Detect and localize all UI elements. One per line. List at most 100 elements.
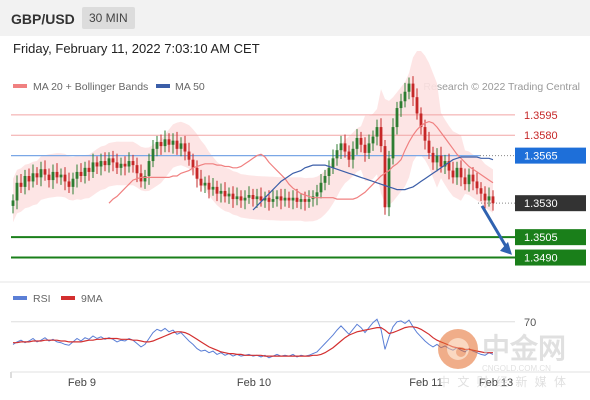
candle-body	[87, 167, 91, 172]
candle-body	[211, 186, 215, 190]
candle-body	[263, 197, 267, 201]
rsi-pane: 70	[11, 317, 536, 359]
candle-body	[71, 178, 75, 187]
pivot-label-box	[515, 147, 586, 164]
bollinger-band	[13, 51, 493, 223]
candle-body	[15, 182, 19, 201]
candle-body	[59, 174, 63, 178]
candle-body	[307, 199, 311, 202]
candle-body	[275, 196, 279, 200]
rsi-ma-line	[13, 326, 493, 357]
candle-body	[151, 148, 155, 162]
candle-body	[427, 140, 431, 153]
candle-body	[279, 196, 283, 201]
candle-body	[375, 127, 379, 137]
candle-body	[79, 171, 83, 176]
candle-body	[183, 143, 187, 152]
candle-body	[39, 169, 43, 178]
candle-body	[343, 143, 347, 152]
resistance-label: 1.3595	[524, 110, 558, 122]
candle-body	[83, 167, 87, 176]
rsi-tick-label: 70	[524, 317, 536, 329]
x-tick-label: Feb 9	[68, 377, 96, 389]
chart-datetime: Friday, February 11, 2022 7:03:10 AM CET	[13, 41, 260, 56]
ma20-legend-label: MA 20 + Bollinger Bands	[33, 81, 148, 93]
candle-body	[327, 167, 331, 176]
candle-body	[135, 165, 139, 174]
candle-body	[347, 151, 351, 160]
candle-body	[315, 192, 319, 197]
candle-body	[291, 197, 295, 201]
ma20-line	[108, 120, 494, 204]
symbol-label: GBP/USD	[11, 11, 75, 27]
last-price-label: 1.3530	[524, 198, 558, 210]
candle-body	[255, 196, 259, 200]
candle-body	[319, 182, 323, 193]
candle-body	[19, 182, 23, 187]
candle-body	[23, 176, 27, 187]
candle-body	[27, 176, 31, 182]
candle-body	[295, 197, 299, 202]
candle-body	[271, 199, 275, 202]
candle-body	[239, 196, 243, 201]
candle-body	[435, 155, 439, 163]
candle-body	[403, 91, 407, 102]
x-axis: Feb 9 Feb 10 Feb 11 Feb 13	[10, 371, 590, 389]
support-label: 1.3505	[524, 232, 558, 244]
candles	[11, 76, 495, 217]
watermark-tagline: 中 文 财 经 新 媒 体	[438, 374, 568, 389]
candle-body	[251, 195, 255, 200]
candle-body	[127, 161, 131, 167]
watermark-logo: 中金网 CNGOLD.COM.CN 中 文 财 经 新 媒 体	[438, 329, 568, 389]
candle-body	[423, 127, 427, 141]
x-tick-label: Feb 10	[237, 377, 271, 389]
candle-body	[411, 83, 415, 98]
candle-body	[367, 143, 371, 153]
support-label-box	[515, 249, 586, 266]
candle-body	[147, 161, 151, 176]
forecast-arrow	[480, 205, 512, 255]
candle-body	[323, 176, 327, 183]
candle-body	[195, 167, 199, 179]
rsi-legend-label: RSI	[33, 293, 51, 305]
candle-body	[43, 169, 47, 175]
candle-body	[455, 167, 459, 178]
candle-body	[359, 137, 363, 145]
pivot-label: 1.3565	[524, 151, 558, 163]
candle-body	[203, 182, 207, 186]
candle-body	[75, 171, 79, 179]
level-labels: 1.3595 1.3580 1.3565 1.3530 1.3505 1.3490	[515, 110, 586, 266]
candle-body	[215, 186, 219, 194]
candle-body	[107, 158, 111, 166]
candle-body	[391, 127, 395, 159]
candle-body	[123, 163, 127, 167]
candle-body	[99, 161, 103, 167]
timeframe-button[interactable]: 30 MIN	[82, 7, 135, 29]
candle-body	[11, 200, 15, 206]
ma50-legend-swatch	[156, 84, 170, 88]
candle-body	[339, 143, 343, 151]
rsi-legend-swatch	[13, 296, 27, 300]
candle-body	[243, 197, 247, 201]
candle-body	[395, 108, 399, 128]
candle-body	[235, 196, 239, 200]
moving-averages	[108, 120, 494, 211]
candle-body	[207, 182, 211, 190]
candle-body	[419, 113, 423, 128]
candle-body	[163, 139, 167, 147]
candle-body	[483, 193, 487, 201]
forecast-arrow-shaft	[480, 205, 510, 251]
candle-body	[383, 146, 387, 208]
candle-body	[443, 161, 447, 167]
candle-body	[299, 199, 303, 202]
title-bar: GBP/USD 30 MIN	[0, 0, 590, 36]
candle-body	[231, 193, 235, 200]
candle-body	[283, 197, 287, 201]
candle-body	[459, 167, 463, 178]
last-price-box	[515, 195, 586, 212]
candle-body	[399, 101, 403, 109]
candle-body	[487, 196, 491, 201]
candle-body	[371, 136, 375, 144]
candle-body	[191, 159, 195, 168]
